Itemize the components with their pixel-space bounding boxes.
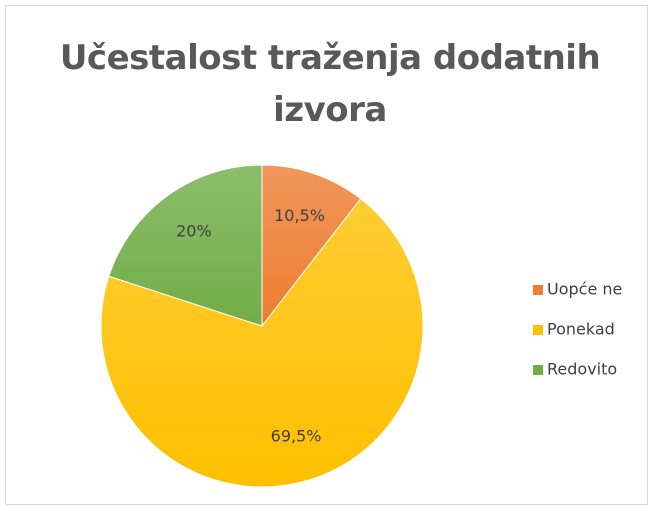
data-label: 10,5% xyxy=(274,206,325,225)
legend-label: Ponekad xyxy=(547,320,615,339)
data-label: 69,5% xyxy=(271,426,322,445)
legend-label: Redovito xyxy=(547,360,617,379)
legend-swatch xyxy=(533,365,543,375)
pie-slice xyxy=(108,164,263,327)
legend-swatch xyxy=(533,325,543,335)
data-label: 20% xyxy=(176,222,212,241)
pie-slice xyxy=(100,198,424,488)
legend-label: Uopće ne xyxy=(547,280,622,299)
legend-swatch xyxy=(533,285,543,295)
pie-slice xyxy=(261,164,362,328)
chart-title: Učestalost traženja dodatnih izvora xyxy=(59,38,601,130)
